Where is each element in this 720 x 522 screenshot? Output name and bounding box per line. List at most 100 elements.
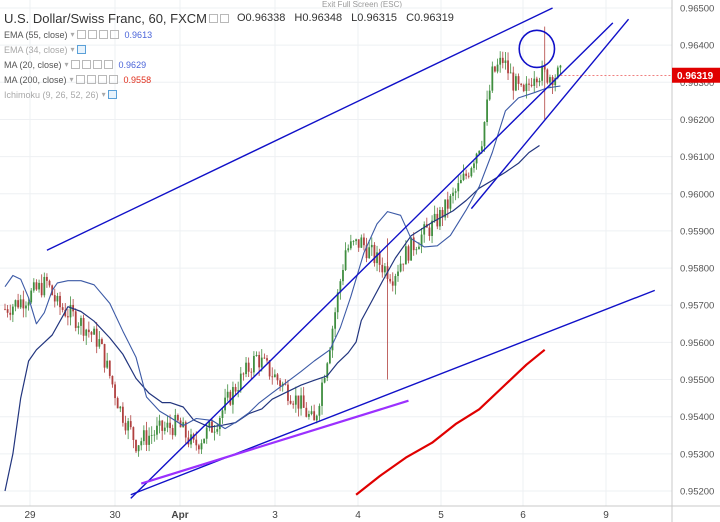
candle-body [444,199,447,218]
candle-body [38,282,40,290]
candle-body [462,173,465,181]
indicator-lines [4,85,561,496]
indicator-row[interactable]: EMA (55, close) ▾ 0.9613 [4,27,460,42]
candle-body [454,191,457,193]
wedge-support-line [470,18,630,210]
candle-body [549,77,551,83]
x-tick-label: 6 [520,510,526,521]
ma200-line [355,348,546,496]
last-price-label: 0.96319 [677,71,714,82]
candle-body [470,168,473,177]
candle-body [452,192,454,196]
close-icon[interactable] [97,75,107,84]
settings-icon[interactable] [209,13,218,23]
candle-body [360,237,363,248]
chevron-down-icon[interactable]: ▾ [64,60,69,69]
y-tick-label: 0.95500 [680,375,714,386]
candle-body [148,435,150,445]
candle-body [87,329,90,333]
candle-body [394,276,397,286]
more-icon[interactable] [103,60,113,69]
candle-body [234,387,237,392]
candle-body [166,422,169,428]
candle-body [355,239,357,242]
candle-body [323,378,326,383]
indicator-row[interactable]: MA (200, close) ▾ 0.9558 [4,72,460,87]
indicator-label: MA (200, close) [4,74,67,85]
chevron-down-icon[interactable]: ▾ [101,90,106,99]
candle-body [11,306,14,315]
candle-body [53,295,56,302]
chevron-down-icon[interactable]: ▾ [70,45,75,54]
indicator-row[interactable]: Ichimoku (9, 26, 52, 26) ▾ [4,87,460,102]
candle-body [431,220,433,237]
more-icon[interactable] [109,30,119,39]
settings-icon[interactable] [76,30,86,39]
candle-body [446,199,449,209]
settings-icon[interactable] [75,75,85,84]
candle-body [512,72,515,91]
symbol-title[interactable]: U.S. Dollar/Swiss Franc, 60, FXCM [4,10,207,26]
ohlc-values: O0.96338 H0.96348 L0.96315 C0.96319 [237,12,460,24]
candle-body [475,153,478,164]
chevron-down-icon[interactable]: ▾ [69,75,74,84]
candle-body [103,343,106,368]
eye-icon[interactable] [107,90,117,99]
settings-icon[interactable] [70,60,80,69]
candle-body [551,77,554,86]
ma20-line [4,85,561,430]
y-tick-label: 0.96100 [680,152,714,163]
exit-fullscreen-hint[interactable]: Exit Full Screen (ESC) [322,0,403,9]
candle-body [504,60,507,63]
indicator-row[interactable]: EMA (34, close) ▾ [4,42,460,57]
candle-body [258,354,261,368]
candle-body [344,250,347,270]
candle-body [161,420,164,431]
candle-body [420,234,423,247]
candle-body [17,300,19,308]
eye-icon[interactable] [76,45,86,54]
more-icon[interactable] [108,75,118,84]
hide-icon[interactable] [86,75,96,84]
candle-body [250,371,253,373]
candle-body [410,237,412,261]
candle-body [515,76,517,91]
indicator-value: 0.9613 [124,29,153,40]
candle-body [389,278,392,282]
hide-icon[interactable] [87,30,97,39]
close-icon[interactable] [92,60,102,69]
highlight-circle [518,29,556,69]
candle-body [467,175,470,177]
candle-body [30,290,33,303]
hide-icon[interactable] [81,60,91,69]
candle-body [357,239,360,248]
candle-body [522,84,525,92]
candle-body [433,213,436,221]
candle-body [4,308,6,310]
chevron-down-icon[interactable]: ▾ [70,30,75,39]
candle-body [428,227,431,237]
candle-body [169,422,171,429]
candle-body [321,382,323,406]
candle-body [457,183,460,192]
candle-body [541,65,543,81]
candle-body [423,224,426,235]
candle-body [253,355,255,373]
candle-body [297,395,300,409]
candle-body [59,295,61,308]
close-icon[interactable] [220,13,229,23]
y-tick-label: 0.95800 [680,264,714,275]
candle-body [273,374,276,378]
indicator-row[interactable]: MA (20, close) ▾ 0.9629 [4,57,460,72]
chart-grid [0,0,672,506]
candle-body [218,418,221,430]
candle-body [208,421,211,428]
candle-body [289,400,292,404]
candle-body [229,391,232,405]
x-tick-label: 30 [109,510,121,521]
close-icon[interactable] [98,30,108,39]
candle-body [111,375,114,385]
